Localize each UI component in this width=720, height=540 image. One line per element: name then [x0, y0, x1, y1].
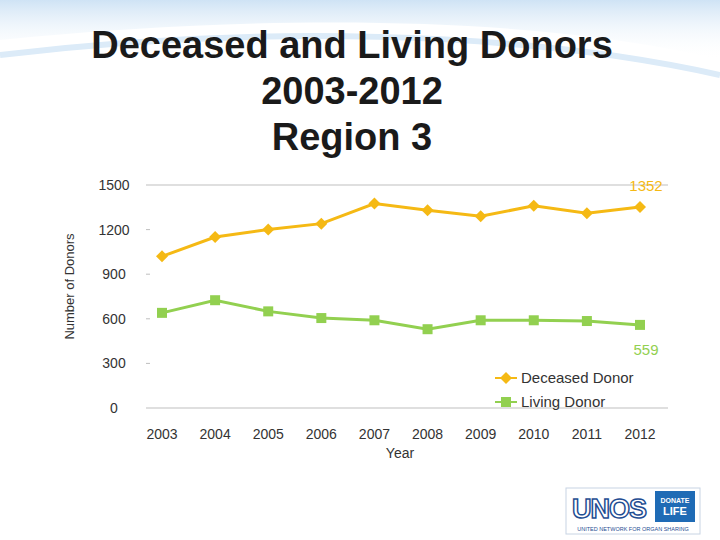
data-point [316, 313, 326, 323]
y-tick-label: 600 [102, 311, 126, 327]
y-tick [146, 363, 150, 364]
x-tick-label: 2007 [359, 426, 390, 442]
x-tick-label: 2011 [572, 426, 602, 442]
x-tick-label: 2012 [624, 426, 655, 442]
data-point [210, 295, 220, 305]
data-point [209, 231, 221, 243]
logo-badge-text: DONATE [660, 497, 689, 504]
data-point [476, 315, 486, 325]
legend-marker [501, 397, 511, 407]
data-point [529, 315, 539, 325]
x-tick-label: 2005 [253, 426, 284, 442]
data-point [475, 210, 487, 222]
data-point [315, 218, 327, 230]
logo-box [566, 488, 700, 534]
data-point [156, 250, 168, 262]
y-tick [146, 408, 150, 409]
y-tick-label: 300 [102, 355, 126, 371]
y-tick [146, 229, 150, 230]
title: Region 3 [272, 116, 432, 158]
data-point [582, 316, 592, 326]
legend-label: Deceased Donor [521, 369, 634, 386]
logo-text: UNOS [572, 494, 646, 524]
plot-area [156, 198, 646, 335]
background [0, 0, 720, 540]
series-line [162, 300, 640, 329]
x-tick-label: 2004 [200, 426, 231, 442]
logo-badge-text: LIFE [663, 505, 687, 517]
y-tick-label: 1500 [98, 177, 129, 193]
data-point [634, 201, 646, 213]
x-axis-title: Year [386, 445, 415, 461]
data-point [528, 200, 540, 212]
y-tick-label: 0 [110, 400, 118, 416]
y-tick [146, 185, 150, 186]
plot-frame-top [150, 185, 668, 186]
x-tick-label: 2006 [306, 426, 337, 442]
logo-badge [655, 491, 695, 522]
data-label: 1352 [629, 177, 662, 194]
data-point [157, 308, 167, 318]
y-tick [146, 274, 150, 275]
x-tick-label: 2003 [146, 426, 177, 442]
data-point [369, 315, 379, 325]
x-tick-label: 2010 [518, 426, 549, 442]
y-tick-label: 900 [102, 266, 126, 282]
legend-label: Living Donor [521, 393, 605, 410]
title: 2003-2012 [261, 70, 443, 112]
logo-caption: UNITED NETWORK FOR ORGAN SHARING [577, 526, 689, 532]
y-axis-title: Number of Donors [62, 233, 77, 340]
y-tick [146, 318, 150, 319]
data-point [581, 207, 593, 219]
data-point [368, 198, 380, 210]
legend-marker [500, 372, 512, 384]
data-point [635, 320, 645, 330]
series-line [162, 204, 640, 257]
data-point [262, 224, 274, 236]
y-tick-label: 1200 [98, 222, 129, 238]
title: Deceased and Living Donors [91, 24, 613, 66]
x-tick-label: 2009 [465, 426, 496, 442]
x-tick-label: 2008 [412, 426, 443, 442]
data-point [422, 204, 434, 216]
data-label: 559 [633, 341, 658, 358]
data-point [263, 306, 273, 316]
data-point [423, 324, 433, 334]
